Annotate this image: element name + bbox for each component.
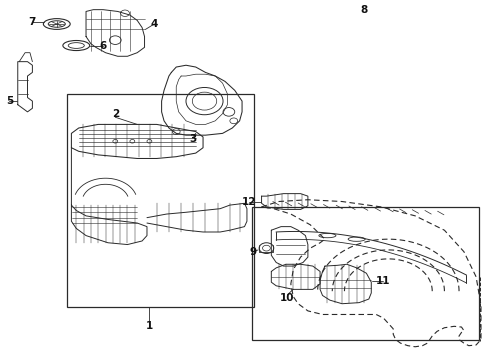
Text: 7: 7 [29,17,36,27]
Text: 9: 9 [249,247,256,257]
Text: 4: 4 [150,19,158,29]
Text: 5: 5 [6,96,13,106]
Text: 6: 6 [99,41,106,50]
Text: 8: 8 [360,5,367,15]
Text: 1: 1 [145,321,153,331]
Bar [251,207,478,339]
Text: 3: 3 [189,134,197,144]
Bar [66,94,254,307]
Text: 12: 12 [242,197,256,207]
Text: 2: 2 [111,109,119,119]
Text: 10: 10 [280,293,294,303]
Text: 11: 11 [375,276,390,286]
